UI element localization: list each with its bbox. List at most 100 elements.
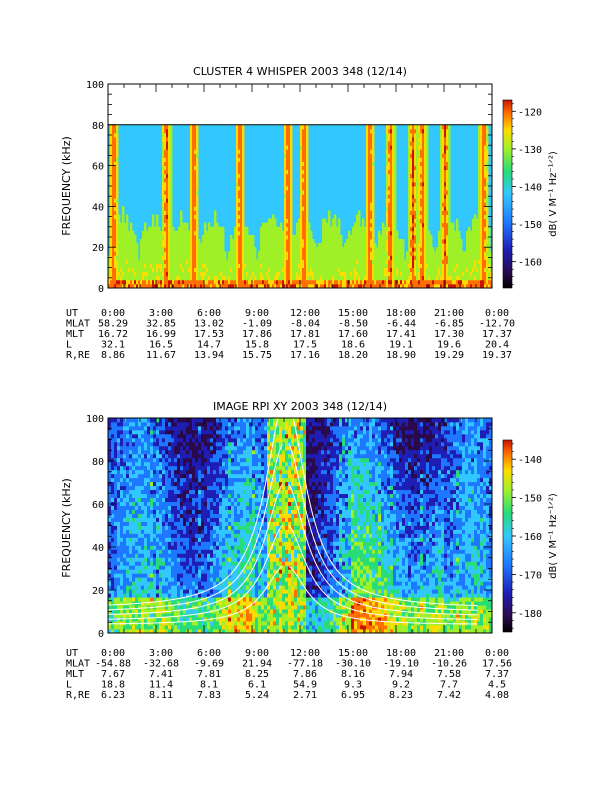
spectrogram-cell: [282, 243, 285, 248]
spectrogram-cell: [174, 263, 177, 268]
spectrogram-cell: [218, 279, 221, 285]
spectrogram-cell: [414, 157, 417, 162]
spectrogram-cell: [330, 247, 333, 252]
spectrogram-cell: [304, 255, 307, 260]
spectrogram-cell: [454, 271, 457, 277]
spectrogram-cell: [484, 210, 487, 215]
spectrogram-cell: [390, 137, 393, 142]
spectrogram-cell: [480, 177, 483, 183]
spectrogram-cell: [416, 247, 419, 252]
spectrogram-cell: [156, 247, 159, 252]
spectrogram-cell: [112, 186, 115, 191]
spectrogram-cell: [264, 247, 267, 252]
spectrogram-cell: [478, 137, 481, 142]
spectrogram-cell: [446, 243, 449, 248]
spectrogram-cell: [244, 239, 247, 244]
spectrogram-cell: [412, 263, 415, 268]
spectrogram-cell: [196, 173, 199, 179]
ephemeris-value: 18:00: [386, 308, 416, 319]
spectrogram-cell: [482, 247, 485, 252]
spectrogram-cell: [320, 263, 323, 268]
spectrogram-cell: [354, 234, 357, 240]
spectrogram-cell: [232, 243, 235, 248]
spectrogram-cell: [110, 271, 113, 277]
spectrogram-cell: [330, 234, 333, 240]
spectrogram-cell: [240, 230, 243, 236]
spectrogram-cell: [482, 198, 485, 203]
ephemeris-value: 6:00: [197, 308, 221, 319]
spectrogram-cell: [470, 279, 473, 285]
spectrogram-cell: [114, 283, 117, 288]
spectrogram-cell: [111, 585, 115, 590]
spectrogram-cell: [126, 613, 130, 618]
spectrogram-cell: [222, 230, 225, 236]
spectrogram-cell: [126, 457, 130, 463]
spectrogram-cell: [398, 275, 401, 281]
spectrogram-cell: [444, 169, 447, 175]
spectrogram-cell: [474, 226, 477, 232]
spectrogram-cell: [196, 169, 199, 175]
spectrogram-cell: [476, 234, 479, 240]
spectrogram-cell: [135, 549, 139, 554]
spectrogram-cell: [316, 255, 319, 260]
spectrogram-cell: [372, 267, 375, 273]
spectrogram-cell: [362, 230, 365, 236]
spectrogram-cell: [382, 271, 385, 277]
spectrogram-cell: [302, 165, 305, 171]
spectrogram-cell: [260, 247, 263, 252]
spectrogram-cell: [430, 251, 433, 256]
spectrogram-cell: [164, 226, 167, 232]
spectrogram-cell: [123, 449, 127, 455]
spectrogram-cell: [430, 267, 433, 273]
spectrogram-cell: [210, 263, 213, 268]
spectrogram-cell: [114, 169, 117, 175]
spectrogram-cell: [388, 283, 391, 288]
spectrogram-cell: [358, 218, 361, 224]
spectrogram-cell: [186, 226, 189, 232]
spectrogram-cell: [302, 198, 305, 203]
spectrogram-cell: [426, 279, 429, 285]
spectrogram-cell: [154, 251, 157, 256]
spectrogram-cell: [410, 128, 413, 134]
spectrogram-cell: [390, 239, 393, 244]
spectrogram-cell: [482, 279, 485, 285]
spectrogram-cell: [194, 283, 197, 288]
spectrogram-cell: [114, 621, 118, 626]
spectrogram-cell: [242, 157, 245, 162]
spectrogram-cell: [135, 589, 139, 594]
spectrogram-cell: [224, 279, 227, 285]
spectrogram-cell: [334, 243, 337, 248]
spectrogram-cell: [120, 613, 124, 618]
spectrogram-cell: [138, 609, 142, 614]
spectrogram-cell: [468, 283, 471, 288]
spectrogram-cell: [446, 267, 449, 273]
spectrogram-cell: [300, 226, 303, 232]
spectrogram-cell: [134, 234, 137, 240]
spectrogram-cell: [114, 581, 118, 586]
spectrogram-cell: [304, 165, 307, 171]
spectrogram-cell: [290, 157, 293, 162]
spectrogram-cell: [394, 124, 397, 130]
spectrogram-cell: [346, 283, 349, 288]
spectrogram-cell: [292, 239, 295, 244]
spectrogram-cell: [480, 234, 483, 240]
spectrogram-cell: [276, 230, 279, 236]
spectrogram-cell: [446, 186, 449, 191]
spectrogram-cell: [296, 255, 299, 260]
spectrogram-cell: [450, 247, 453, 252]
spectrogram-cell: [138, 505, 142, 510]
spectrogram-cell: [360, 255, 363, 260]
spectrogram-cell: [388, 169, 391, 175]
spectrogram-cell: [390, 218, 393, 224]
spectrogram-cell: [123, 453, 127, 459]
spectrogram-cell: [116, 157, 119, 162]
spectrogram-cell: [296, 247, 299, 252]
spectrogram-cell: [132, 493, 136, 499]
spectrogram-cell: [378, 267, 381, 273]
spectrogram-cell: [240, 132, 243, 138]
spectrogram-cell: [135, 457, 139, 463]
spectrogram-cell: [120, 453, 124, 459]
spectrogram-cell: [220, 243, 223, 248]
spectrogram-cell: [362, 279, 365, 285]
spectrogram-cell: [442, 255, 445, 260]
